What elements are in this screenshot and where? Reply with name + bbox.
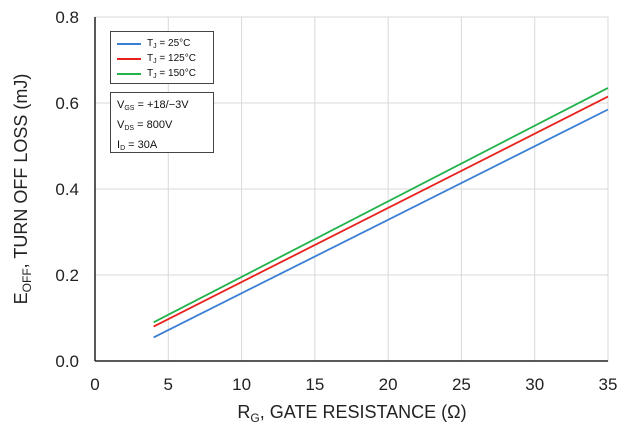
legend-label-125c: TJ = 125°C <box>147 52 196 65</box>
condition-vds: VDS = 800V <box>117 119 173 132</box>
legend-item-125c: TJ = 125°C <box>117 51 207 66</box>
legend: TJ = 25°C TJ = 125°C TJ = 150°C <box>110 31 214 84</box>
x-tick-label: 25 <box>452 375 471 394</box>
x-axis-title: RG, GATE RESISTANCE (Ω) <box>237 402 466 425</box>
legend-item-150c: TJ = 150°C <box>117 66 207 81</box>
legend-label-25c: TJ = 25°C <box>147 37 191 50</box>
legend-label-150c: TJ = 150°C <box>147 67 196 80</box>
y-tick-label: 0.8 <box>55 8 79 27</box>
legend-swatch-150c <box>117 72 141 75</box>
tick-labels: 0 5 10 15 20 25 30 35 0.0 0.2 0.4 0.6 0.8 <box>55 8 617 394</box>
x-tick-label: 30 <box>525 375 544 394</box>
series-line-2 <box>153 87 609 324</box>
x-tick-label: 35 <box>599 375 618 394</box>
y-tick-label: 0.2 <box>55 266 79 285</box>
condition-vgs: VGS = +18/−3V <box>117 99 189 112</box>
legend-item-25c: TJ = 25°C <box>117 36 207 51</box>
legend-swatch-125c <box>117 57 141 60</box>
x-tick-label: 10 <box>232 375 251 394</box>
x-tick-label: 5 <box>164 375 173 394</box>
legend-swatch-25c <box>117 42 141 45</box>
y-tick-label: 0.0 <box>55 352 79 371</box>
series-line-1 <box>153 95 609 328</box>
x-tick-label: 15 <box>305 375 324 394</box>
y-tick-label: 0.6 <box>55 94 79 113</box>
x-tick-label: 20 <box>379 375 398 394</box>
y-tick-label: 0.4 <box>55 180 79 199</box>
x-tick-label: 0 <box>90 375 99 394</box>
test-conditions-box: VGS = +18/−3V VDS = 800V ID = 30A <box>110 92 214 153</box>
y-axis-title: EOFF, TURN OFF LOSS (mJ) <box>11 74 34 305</box>
series-line-0 <box>153 108 609 339</box>
series-group <box>153 87 609 339</box>
condition-id: ID = 30A <box>117 139 158 152</box>
